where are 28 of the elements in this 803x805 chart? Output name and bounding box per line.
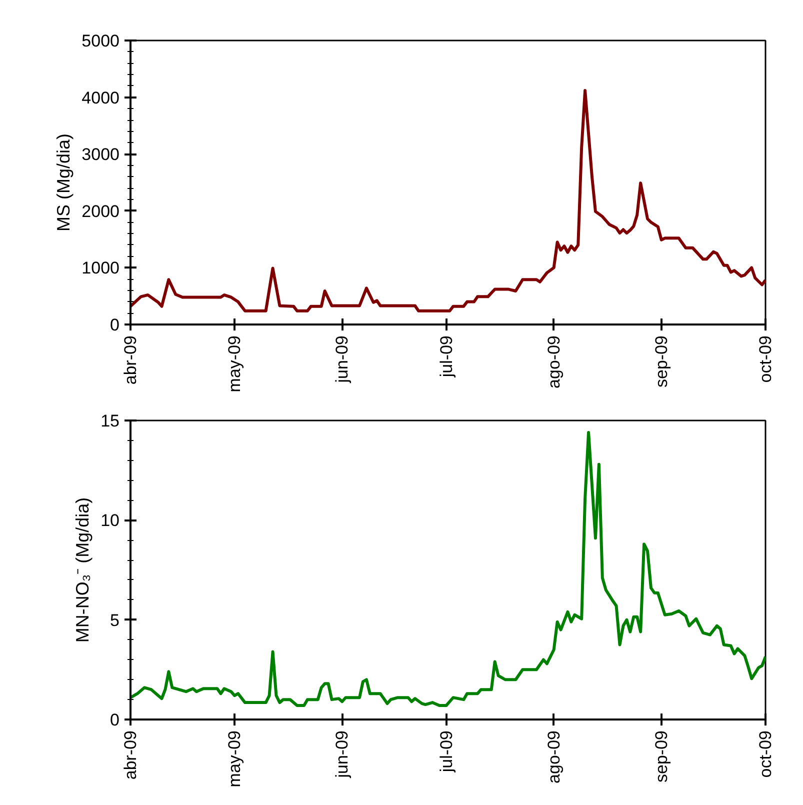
x-tick-label: sep-09: [652, 730, 671, 782]
line-series: [130, 88, 766, 312]
y-tick-label: 10: [100, 511, 120, 530]
x-tick-label: ago-09: [544, 730, 564, 784]
x-tick-label: jun-09: [332, 730, 352, 779]
x-tick-label: jun-09: [332, 335, 352, 384]
y-tick-label: 2000: [82, 202, 120, 221]
x-tick-label: oct-09: [756, 336, 775, 383]
x-tick-label: abr-09: [121, 730, 140, 780]
y-axis-title: MN-NO₃⁻ (Mg/dia): [72, 497, 93, 643]
y-tick-label: 5000: [82, 32, 120, 50]
x-tick-label: sep-09: [652, 335, 671, 388]
x-tick-label: may-09: [225, 336, 244, 392]
y-tick-label: 4000: [82, 88, 120, 108]
y-tick-label: 5: [110, 610, 120, 630]
y-tick-label: 3000: [82, 145, 120, 164]
x-tick-label: oct-09: [756, 730, 775, 778]
y-tick-label: 0: [110, 710, 120, 730]
line-series: [130, 430, 766, 708]
x-tick-label: may-09: [225, 730, 244, 788]
y-axis-title: MS (Mg/dia): [54, 133, 74, 232]
x-tick-label: abr-09: [121, 336, 140, 385]
x-tick-label: jul-09: [436, 730, 456, 774]
y-tick-label: 15: [100, 412, 120, 430]
y-tick-label: 0: [110, 316, 120, 334]
y-tick-label: 1000: [82, 258, 120, 278]
x-tick-label: ago-09: [544, 335, 564, 388]
x-tick-label: jul-09: [436, 335, 456, 378]
